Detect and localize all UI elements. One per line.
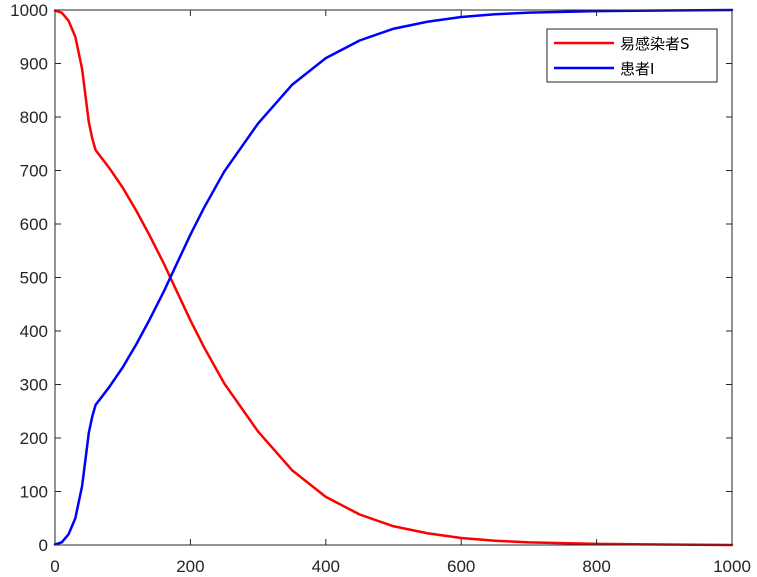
x-tick-label: 0 <box>50 557 59 576</box>
legend: 易感染者S 患者I <box>546 28 718 83</box>
y-tick-label: 700 <box>20 162 48 181</box>
y-tick-label: 800 <box>20 108 48 127</box>
y-tick-label: 400 <box>20 322 48 341</box>
series-line-1 <box>53 8 734 546</box>
series-line-0 <box>53 9 734 547</box>
y-tick-label: 1000 <box>10 1 48 20</box>
y-tick-label: 600 <box>20 215 48 234</box>
y-axis: 0 100 200 300 400 500 600 700 800 900 1000 <box>10 1 732 555</box>
x-tick-label: 1000 <box>713 557 751 576</box>
x-tick-label: 600 <box>447 557 475 576</box>
plot-area <box>55 10 732 545</box>
y-tick-label: 100 <box>20 483 48 502</box>
y-tick-label: 500 <box>20 269 48 288</box>
x-axis: 0 200 400 600 800 1000 <box>50 10 751 576</box>
x-tick-label: 800 <box>582 557 610 576</box>
legend-box <box>546 28 718 83</box>
y-tick-label: 300 <box>20 376 48 395</box>
x-tick-label: 400 <box>312 557 340 576</box>
y-tick-label: 200 <box>20 429 48 448</box>
series-layer <box>53 8 734 547</box>
legend-label-i: 患者I <box>620 60 654 78</box>
y-tick-label: 0 <box>39 536 48 555</box>
legend-label-s: 易感染者S <box>620 35 690 53</box>
x-tick-label: 200 <box>176 557 204 576</box>
y-tick-label: 900 <box>20 55 48 74</box>
